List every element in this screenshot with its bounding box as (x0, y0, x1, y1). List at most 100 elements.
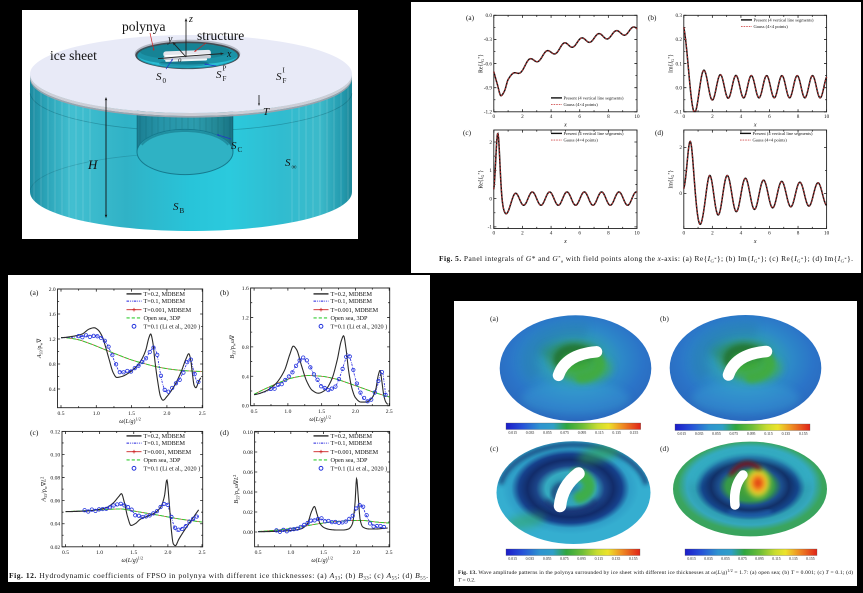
svg-text:0.075: 0.075 (738, 557, 747, 561)
svg-text:0.2: 0.2 (676, 37, 683, 43)
svg-text:0.3: 0.3 (676, 13, 683, 19)
svg-text:0.075: 0.075 (560, 431, 569, 435)
svg-text:0.8: 0.8 (49, 362, 56, 368)
svg-text:0.8: 0.8 (242, 345, 249, 351)
svg-text:0.115: 0.115 (595, 557, 604, 561)
svg-text:2: 2 (521, 231, 524, 237)
svg-text:0.1: 0.1 (676, 61, 683, 67)
svg-text:T=0.1, MDBEM: T=0.1, MDBEM (144, 440, 186, 447)
svg-text:0.095: 0.095 (577, 557, 586, 561)
svg-text:0.0: 0.0 (242, 404, 249, 410)
svg-text:structure: structure (197, 28, 244, 43)
svg-text:0: 0 (489, 196, 492, 202)
svg-text:T=0.2, MDBEM: T=0.2, MDBEM (144, 291, 186, 298)
svg-text:6: 6 (578, 114, 581, 120)
svg-text:ice sheet: ice sheet (50, 48, 97, 63)
svg-text:1.0: 1.0 (96, 550, 103, 556)
svg-text:0.04: 0.04 (243, 490, 253, 496)
svg-text:0.5: 0.5 (62, 550, 69, 556)
svg-text:1.5: 1.5 (318, 409, 325, 415)
svg-text:-1: -1 (488, 225, 493, 231)
svg-text:2: 2 (489, 140, 492, 146)
svg-text:Open sea, 3DP: Open sea, 3DP (144, 315, 182, 322)
svg-text:F: F (283, 77, 287, 85)
svg-text:1.5: 1.5 (128, 411, 135, 417)
svg-text:0.08: 0.08 (243, 450, 253, 456)
svg-text:0: 0 (683, 114, 686, 120)
svg-text:0.035: 0.035 (704, 557, 713, 561)
svg-text:0.0: 0.0 (486, 13, 493, 19)
svg-text:0.155: 0.155 (806, 557, 815, 561)
svg-text:x: x (563, 239, 567, 245)
svg-text:0.095: 0.095 (578, 431, 587, 435)
svg-text:(a): (a) (466, 14, 475, 22)
svg-text:Fig. 13. Wave amplitude patter: Fig. 13. Wave amplitude patterns in the … (458, 569, 853, 576)
svg-text:T: T (263, 106, 270, 118)
svg-text:2: 2 (521, 114, 524, 120)
svg-text:T=0.1, MDBEM: T=0.1, MDBEM (144, 298, 186, 305)
svg-text:0.4: 0.4 (49, 387, 56, 393)
svg-text:0.135: 0.135 (612, 431, 621, 435)
svg-text:C: C (238, 146, 243, 154)
svg-text:0.06: 0.06 (243, 470, 253, 476)
svg-text:H: H (87, 157, 98, 172)
svg-text:2: 2 (711, 114, 714, 120)
svg-text:T=0.001, MDBEM: T=0.001, MDBEM (331, 449, 379, 456)
svg-text:2.0: 2.0 (353, 550, 360, 556)
svg-text:Open sea, 3DP: Open sea, 3DP (144, 457, 182, 464)
svg-text:-0.1: -0.1 (674, 110, 683, 116)
svg-text:0.095: 0.095 (755, 557, 764, 561)
svg-text:-0.9: -0.9 (484, 85, 493, 91)
svg-text:x: x (226, 49, 232, 60)
svg-text:(c): (c) (30, 428, 39, 437)
svg-text:Fig. 12. Hydrodynamic coeffici: Fig. 12. Hydrodynamic coefficients of FP… (9, 571, 428, 582)
svg-text:T=0.2, MDBEM: T=0.2, MDBEM (331, 433, 373, 440)
svg-text:T=0.1 (Li et al., 2020 ): T=0.1 (Li et al., 2020 ) (144, 323, 201, 330)
svg-text:8: 8 (607, 114, 610, 120)
svg-text:(a): (a) (490, 314, 499, 323)
svg-text:S: S (231, 140, 237, 152)
svg-text:P: P (223, 65, 227, 73)
svg-text:8: 8 (607, 231, 610, 237)
svg-text:(b): (b) (220, 288, 229, 297)
svg-text:0.12: 0.12 (50, 429, 60, 435)
svg-text:4: 4 (740, 231, 743, 237)
svg-text:0.115: 0.115 (772, 557, 781, 561)
svg-text:0.075: 0.075 (730, 432, 739, 436)
svg-text:0.035: 0.035 (526, 431, 535, 435)
svg-text:Gauss (4×4 points): Gauss (4×4 points) (754, 24, 789, 29)
svg-text:10: 10 (824, 231, 830, 237)
svg-text:1.0: 1.0 (284, 409, 291, 415)
svg-text:2.0: 2.0 (49, 287, 56, 293)
svg-text:2.5: 2.5 (386, 550, 393, 556)
svg-text:1.5: 1.5 (130, 550, 137, 556)
svg-text:T=0.2, MDBEM: T=0.2, MDBEM (331, 291, 373, 298)
svg-text:-0.3: -0.3 (484, 37, 493, 43)
svg-text:0.135: 0.135 (789, 557, 798, 561)
svg-text:0.5: 0.5 (255, 550, 262, 556)
svg-text:(b): (b) (660, 314, 669, 323)
svg-text:4: 4 (550, 231, 553, 237)
svg-text:ω(L/g)1/2: ω(L/g)1/2 (311, 556, 333, 564)
svg-text:0.115: 0.115 (595, 431, 604, 435)
svg-text:0.4: 0.4 (242, 374, 249, 380)
svg-text:0: 0 (163, 77, 167, 85)
svg-text:6: 6 (768, 231, 771, 237)
svg-text:0.055: 0.055 (712, 432, 721, 436)
svg-text:T = 0.2.: T = 0.2. (458, 578, 476, 584)
svg-text:4: 4 (740, 114, 743, 120)
svg-text:Im{IG*}: Im{IG*} (667, 54, 675, 73)
svg-text:S: S (156, 71, 162, 83)
svg-text:x: x (563, 122, 567, 128)
svg-text:Re{IG*}: Re{IG*} (477, 54, 485, 73)
svg-text:0.095: 0.095 (747, 432, 756, 436)
svg-text:S: S (276, 71, 282, 83)
svg-text:A33/ρw∇: A33/ρw∇ (36, 338, 44, 360)
svg-text:0: 0 (683, 231, 686, 237)
svg-text:4: 4 (550, 114, 553, 120)
svg-text:z: z (188, 14, 193, 25)
svg-text:Gauss (4×4 points): Gauss (4×4 points) (753, 138, 788, 143)
svg-text:(c): (c) (463, 129, 472, 137)
svg-text:10: 10 (634, 231, 640, 237)
svg-text:Gauss (4×4 points): Gauss (4×4 points) (564, 138, 599, 143)
